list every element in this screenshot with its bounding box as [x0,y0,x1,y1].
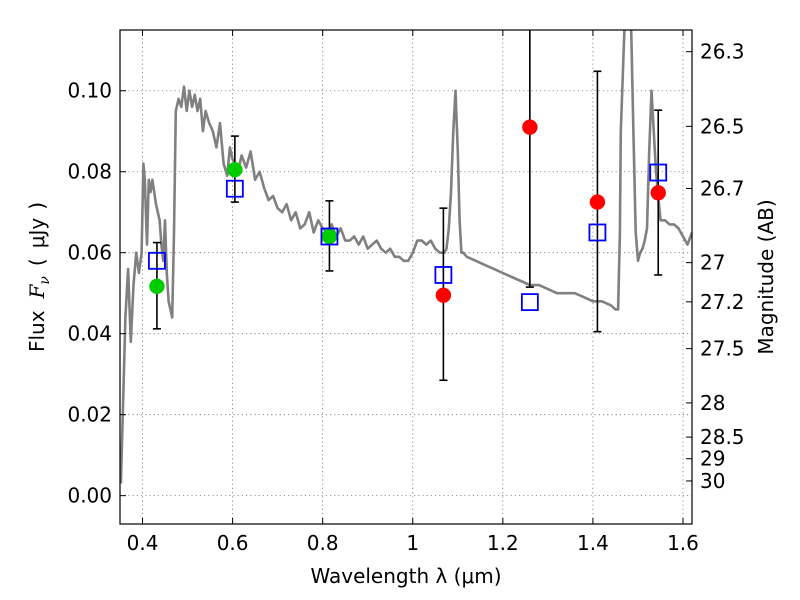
y-tick-label: 0.06 [67,241,112,265]
y-tick-label: 0.04 [67,322,112,346]
y-axis-label-unit: μJy [25,218,49,249]
y-axis-label-prefix: Flux [25,310,49,352]
y2-tick-label: 28.5 [700,425,745,449]
y2-tick-label: 30 [700,469,725,493]
tick-marks [120,30,692,524]
error-bar-layer [152,30,663,382]
synthetic-blue-square [225,179,244,198]
x-tick-label: 1.4 [577,531,609,555]
synthetic-blue-square [320,227,339,246]
observed-green-point [149,278,165,295]
marker-layer [148,119,668,312]
y-axis-label-unit-close: ) [25,202,49,210]
y-axis-label-unit-open: ( [25,258,49,266]
x-axis-label: Wavelength λ (μm) [310,564,501,588]
y2-tick-label: 28 [700,391,725,415]
y-tick-labels: 0.00 0.02 0.04 0.06 0.08 0.10 [67,79,112,508]
synthetic-blue-square [649,163,668,182]
observed-red-point [522,119,538,135]
plot-frame [119,29,693,525]
y-tick-label: 0.10 [67,79,112,103]
y-tick-label: 0.00 [67,484,112,508]
y2-tick-label: 27.2 [700,290,745,314]
observed-red-point [589,194,606,210]
grid-lines [120,30,692,524]
observed-red-point [435,287,452,303]
y-axis-label-subscript: ν [37,276,53,285]
x-tick-label: 1.6 [667,531,699,555]
y2-tick-label: 26.7 [700,176,745,200]
x-tick-label: 0.6 [217,531,249,555]
synthetic-blue-square [520,293,539,312]
y2-tick-label: 27 [700,251,725,275]
spectrum-line [120,30,692,484]
y-tick-label: 0.08 [67,160,112,184]
synthetic-blue-square [148,251,166,270]
x-tick-label: 1 [406,531,419,555]
x-tick-labels: 0.4 0.6 0.8 1 1.2 1.4 1.6 [127,531,699,555]
y2-tick-label: 29 [700,447,725,471]
x-tick-label: 0.4 [127,531,159,555]
synthetic-blue-square [588,223,607,242]
y2-axis-label: Magnitude (AB) [754,199,778,354]
y2-tick-label: 26.5 [700,114,745,138]
observed-green-point [227,161,243,178]
spectrum-layer [120,30,692,484]
observed-green-point [321,228,338,245]
x-tick-label: 1.2 [487,531,519,555]
y2-tick-label: 27.5 [700,337,745,361]
y2-tick-label: 26.3 [700,40,745,64]
y-axis-label: Flux Fν ( μJy) [25,202,53,352]
y-axis-label-symbol: F [25,283,49,299]
x-tick-label: 0.8 [307,531,339,555]
synthetic-blue-square [434,266,453,284]
observed-red-point [650,185,666,201]
y-tick-label: 0.02 [67,403,112,427]
